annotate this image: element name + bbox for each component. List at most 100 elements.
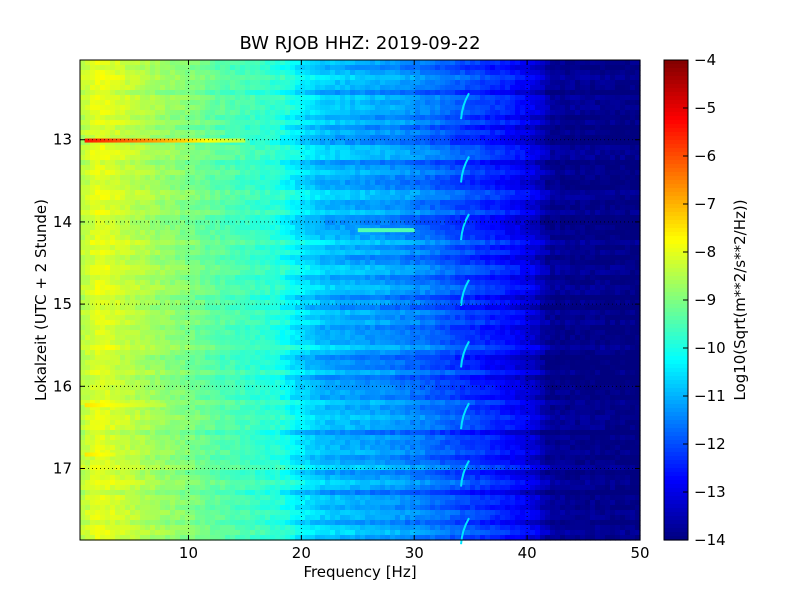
spectrogram-cell bbox=[275, 105, 281, 111]
spectrogram-cell bbox=[395, 190, 401, 196]
spectrogram-cell bbox=[435, 145, 441, 151]
spectrogram-cell bbox=[95, 95, 101, 101]
spectrogram-cell bbox=[455, 200, 461, 206]
spectrogram-cell bbox=[255, 130, 261, 136]
spectrogram-cell bbox=[340, 60, 346, 66]
spectrogram-cell bbox=[575, 165, 581, 171]
spectrogram-cell bbox=[635, 140, 641, 146]
spectrogram-cell bbox=[80, 100, 86, 106]
spectrogram-cell bbox=[235, 170, 241, 176]
spectrogram-cell bbox=[605, 210, 611, 216]
spectrogram-cell bbox=[255, 105, 261, 111]
spectrogram-cell bbox=[85, 100, 91, 106]
spectrogram-cell bbox=[550, 140, 556, 146]
spectrogram-cell bbox=[490, 105, 496, 111]
spectrogram-cell bbox=[295, 105, 301, 111]
spectrogram-cell bbox=[180, 80, 186, 86]
spectrogram-cell bbox=[400, 85, 406, 91]
spectrogram-cell bbox=[540, 140, 546, 146]
spectrogram-cell bbox=[465, 120, 471, 126]
spectrogram-cell bbox=[310, 220, 316, 226]
spectrogram-cell bbox=[425, 170, 431, 176]
spectrogram-cell bbox=[535, 170, 541, 176]
spectrogram-cell bbox=[460, 205, 466, 211]
spectrogram-cell bbox=[135, 185, 141, 191]
spectrogram-cell bbox=[485, 210, 491, 216]
spectrogram-cell bbox=[360, 130, 366, 136]
spectrogram-cell bbox=[295, 275, 301, 281]
spectrogram-cell bbox=[585, 90, 591, 96]
spectrogram-cell bbox=[195, 230, 201, 236]
spectrogram-cell bbox=[365, 125, 371, 131]
spectrogram-cell bbox=[250, 280, 256, 286]
spectrogram-cell bbox=[135, 210, 141, 216]
spectrogram-cell bbox=[360, 75, 366, 81]
spectrogram-cell bbox=[145, 265, 151, 271]
spectrogram-cell bbox=[595, 145, 601, 151]
spectrogram-cell bbox=[240, 160, 246, 166]
spectrogram-cell bbox=[595, 170, 601, 176]
spectrogram-cell bbox=[535, 115, 541, 121]
spectrogram-cell bbox=[445, 95, 451, 101]
spectrogram-cell bbox=[200, 145, 206, 151]
spectrogram-cell bbox=[570, 225, 576, 231]
spectrogram-cell bbox=[110, 235, 116, 241]
spectrogram-cell bbox=[570, 195, 576, 201]
spectrogram-cell bbox=[545, 260, 551, 266]
spectrogram-cell bbox=[95, 150, 101, 156]
spectrogram-cell bbox=[230, 105, 236, 111]
spectrogram-cell bbox=[250, 90, 256, 96]
spectrogram-cell bbox=[235, 130, 241, 136]
spectrogram-cell bbox=[110, 135, 116, 141]
spectrogram-cell bbox=[520, 100, 526, 106]
spectrogram-cell bbox=[245, 195, 251, 201]
spectrogram-cell bbox=[365, 175, 371, 181]
spectrogram-cell bbox=[460, 195, 466, 201]
spectrogram-cell bbox=[390, 130, 396, 136]
spectrogram-cell bbox=[265, 140, 271, 146]
spectrogram-cell bbox=[275, 265, 281, 271]
spectrogram-cell bbox=[110, 185, 116, 191]
spectrogram-cell bbox=[310, 260, 316, 266]
spectrogram-cell bbox=[530, 75, 536, 81]
spectrogram-cell bbox=[215, 80, 221, 86]
spectrogram-cell bbox=[615, 235, 621, 241]
spectrogram-cell bbox=[385, 250, 391, 256]
spectrogram-cell bbox=[350, 260, 356, 266]
spectrogram-cell bbox=[325, 210, 331, 216]
spectrogram-cell bbox=[320, 125, 326, 131]
spectrogram-cell bbox=[265, 175, 271, 181]
spectrogram-cell bbox=[635, 120, 641, 126]
spectrogram-cell bbox=[470, 125, 476, 131]
spectrogram-cell bbox=[480, 190, 486, 196]
spectrogram-cell bbox=[270, 75, 276, 81]
spectrogram-cell bbox=[635, 90, 641, 96]
spectrogram-cell bbox=[370, 90, 376, 96]
spectrogram-cell bbox=[540, 215, 546, 221]
spectrogram-cell bbox=[240, 135, 246, 141]
spectrogram-cell bbox=[225, 165, 231, 171]
spectrogram-cell bbox=[240, 165, 246, 171]
spectrogram-cell bbox=[445, 175, 451, 181]
spectrogram-cell bbox=[125, 120, 131, 126]
spectrogram-cell bbox=[380, 270, 386, 276]
spectrogram-cell bbox=[120, 175, 126, 181]
spectrogram-cell bbox=[210, 125, 216, 131]
spectrogram-cell bbox=[185, 280, 191, 286]
spectrogram-cell bbox=[200, 170, 206, 176]
spectrogram-cell bbox=[310, 180, 316, 186]
spectrogram-cell bbox=[215, 100, 221, 106]
spectrogram-cell bbox=[140, 200, 146, 206]
spectrogram-cell bbox=[195, 85, 201, 91]
spectrogram-cell bbox=[260, 90, 266, 96]
spectrogram-cell bbox=[575, 190, 581, 196]
spectrogram-cell bbox=[490, 200, 496, 206]
spectrogram-cell bbox=[95, 165, 101, 171]
spectrogram-cell bbox=[185, 245, 191, 251]
spectrogram-cell bbox=[340, 205, 346, 211]
spectrogram-cell bbox=[285, 115, 291, 121]
spectrogram-cell bbox=[480, 165, 486, 171]
spectrogram-cell bbox=[185, 65, 191, 71]
spectrogram-cell bbox=[280, 160, 286, 166]
spectrogram-cell bbox=[285, 220, 291, 226]
